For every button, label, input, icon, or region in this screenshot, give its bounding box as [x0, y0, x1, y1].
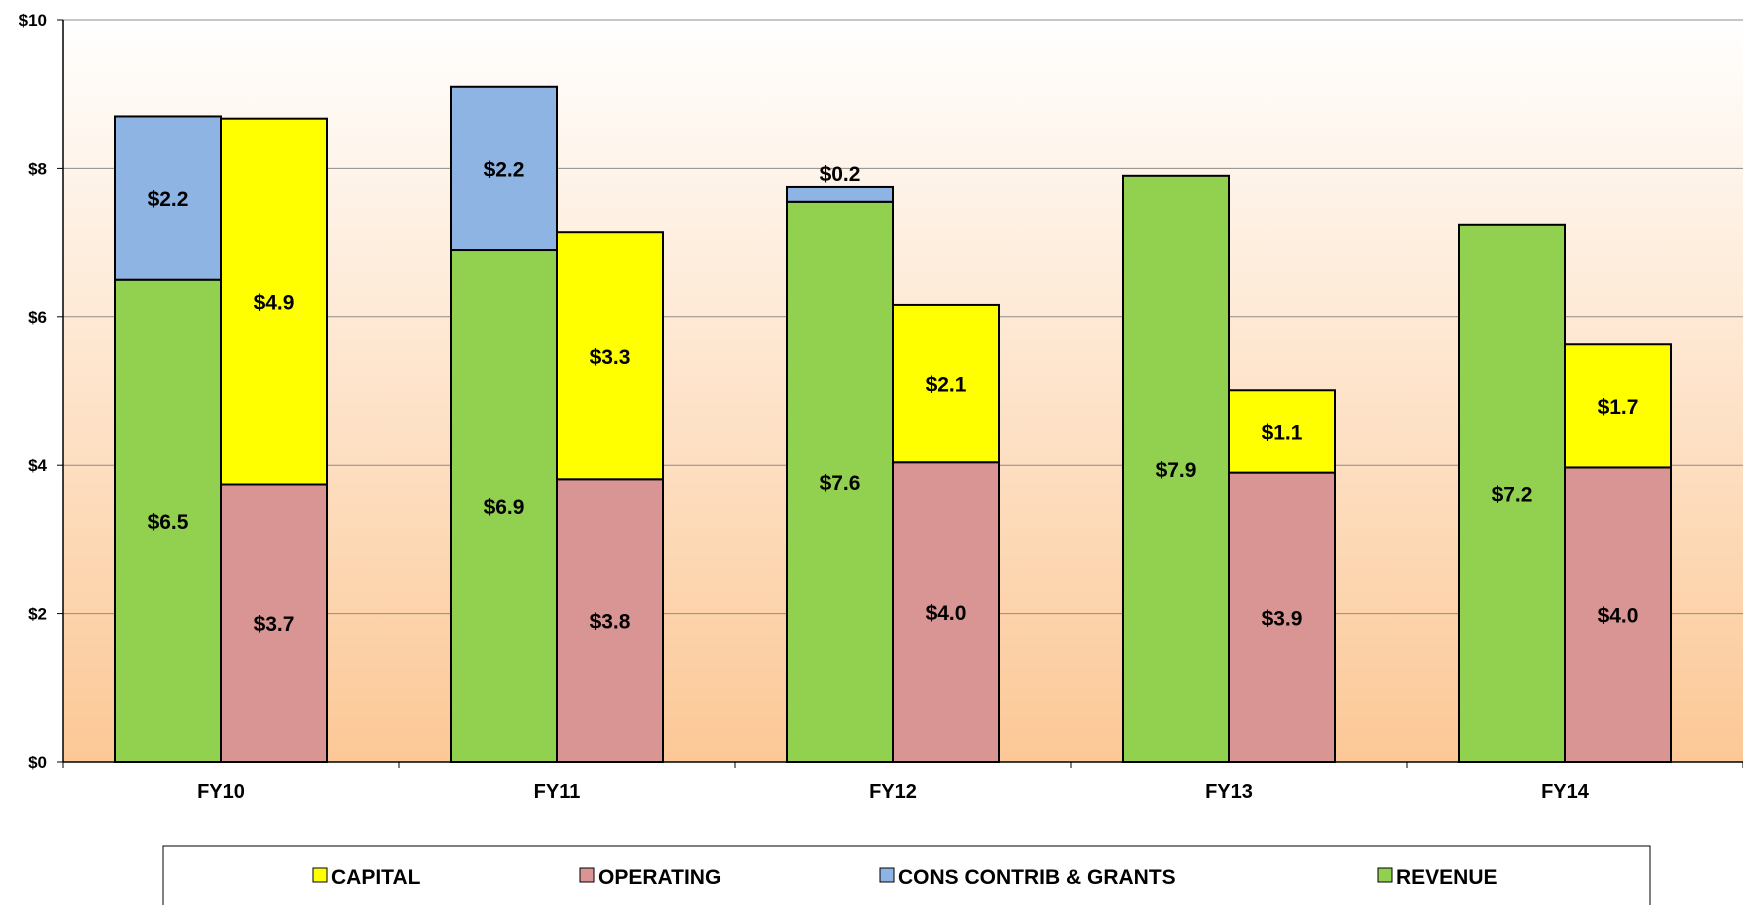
legend-swatch	[579, 867, 595, 883]
bar-capital-fy13	[1228, 389, 1336, 474]
bar-revenue-fy12	[786, 200, 894, 764]
x-axis: FY10 FY11 FY12 FY13 FY14	[62, 761, 1743, 803]
x-tick-label: FY10	[197, 781, 245, 803]
bar-capital-fy12	[892, 303, 1000, 464]
x-tick-label: FY11	[534, 781, 581, 803]
bar-revenue-fy14	[1458, 223, 1566, 764]
bar-revenue-fy13	[1122, 174, 1230, 763]
x-tick-label: FY13	[1205, 781, 1253, 803]
bar-capital-fy14	[1564, 343, 1672, 469]
data-label: $1.1	[1262, 421, 1303, 444]
bar-capital-fy10	[220, 117, 328, 486]
bars	[114, 85, 1672, 764]
data-label: $3.9	[1262, 607, 1303, 630]
data-label: $3.3	[590, 346, 631, 369]
bar-cons-contrib-grants-fy11	[450, 85, 558, 252]
data-label: $7.9	[1156, 459, 1197, 482]
data-label: $4.0	[926, 602, 967, 625]
data-label: $6.5	[148, 511, 189, 534]
data-label: $2.2	[484, 158, 525, 181]
y-tick-label: $10	[19, 11, 47, 30]
legend-swatch	[1377, 867, 1393, 883]
data-labels: $6.5 $2.2 $3.7 $4.9 $6.9 $2.2 $3.8 $3.3 $7.6 $0.2…	[148, 158, 1639, 636]
legend-label: CONS CONTRIB & GRANTS	[898, 866, 1176, 889]
x-tick-label: FY12	[869, 781, 917, 803]
x-tick-label: FY14	[1541, 781, 1590, 803]
y-tick-label: $8	[28, 159, 47, 178]
bar-cons-contrib-grants-fy12	[786, 185, 894, 203]
data-label: $3.7	[254, 613, 295, 636]
y-tick-label: $6	[28, 308, 47, 327]
data-label: $7.6	[820, 472, 861, 495]
data-label: $4.9	[254, 292, 295, 315]
bar-revenue-fy11	[450, 249, 558, 764]
bar-capital-fy11	[556, 231, 664, 481]
data-label: $1.7	[1598, 396, 1639, 419]
legend-swatch	[312, 867, 328, 883]
y-tick-label: $4	[28, 456, 47, 475]
data-label: $6.9	[484, 496, 525, 519]
data-label: $2.2	[148, 188, 189, 211]
data-label: $3.8	[590, 611, 631, 634]
data-label: $4.0	[1598, 605, 1639, 628]
bar-operating-fy14	[1564, 466, 1672, 763]
bar-operating-fy11	[556, 478, 664, 763]
y-tick-label: $0	[28, 753, 47, 772]
legend-label: CAPITAL	[331, 866, 421, 889]
bar-operating-fy13	[1228, 471, 1336, 763]
bar-operating-fy12	[892, 461, 1000, 763]
legend-label: OPERATING	[598, 866, 721, 889]
legend-box	[162, 845, 1651, 905]
legend: CAPITAL OPERATING CONS CONTRIB & GRANTS REV…	[162, 845, 1651, 905]
data-label: $0.2	[820, 163, 861, 186]
legend-label: REVENUE	[1396, 866, 1498, 889]
data-label: $2.1	[926, 374, 967, 397]
y-tick-label: $2	[28, 605, 47, 624]
data-label: $7.2	[1492, 483, 1533, 506]
legend-swatch	[879, 867, 895, 883]
y-axis: $0 $2 $4 $6 $8 $10	[19, 11, 64, 772]
